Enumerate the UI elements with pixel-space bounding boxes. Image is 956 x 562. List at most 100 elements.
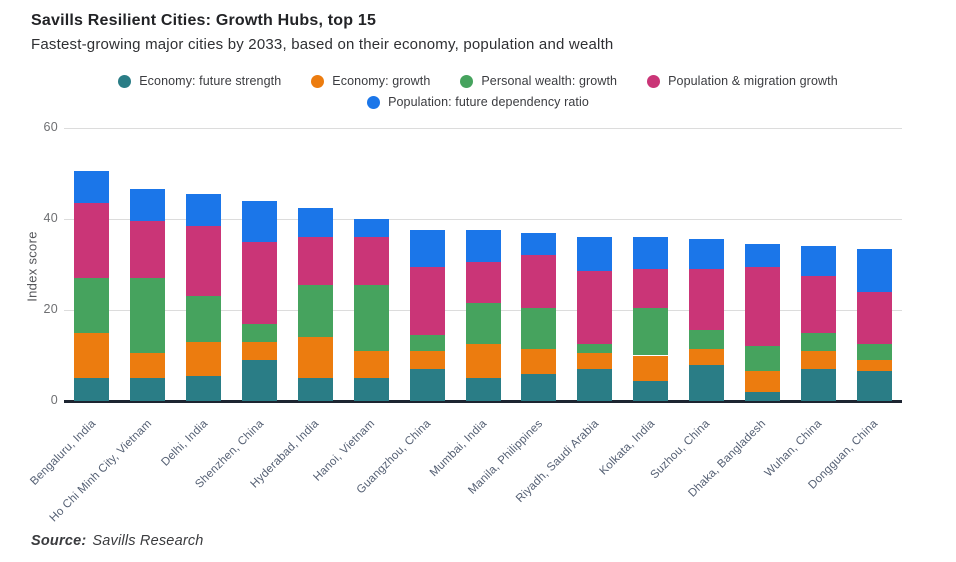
bar-segment[interactable] [465,303,501,345]
bar-segment[interactable] [186,193,222,226]
bar-segment[interactable] [186,296,222,342]
bar-segment[interactable] [130,353,166,379]
bar-segment[interactable] [353,378,389,401]
bar-segment[interactable] [688,364,724,401]
bar-segment[interactable] [521,255,557,308]
chart-subtitle: Fastest-growing major cities by 2033, ba… [31,36,614,53]
bar-segment[interactable] [521,232,557,256]
bar-segment[interactable] [577,237,613,272]
bar-segment[interactable] [242,241,278,324]
legend-swatch-icon [647,74,661,88]
bar-segment[interactable] [186,375,222,401]
legend-item[interactable]: Economy: growth [311,74,430,88]
x-axis-label: Guangzhou, China [354,417,434,497]
legend-item[interactable]: Population & migration growth [647,74,838,88]
bar-segment[interactable] [130,378,166,401]
bar-segment[interactable] [633,269,669,308]
x-axis-line [64,400,902,403]
bar-segment[interactable] [409,266,445,336]
bar-segment[interactable] [297,207,333,238]
bar-segment[interactable] [688,330,724,349]
legend-swatch-icon [118,74,132,88]
bar-segment[interactable] [242,323,278,342]
bar-segment[interactable] [130,221,166,279]
bar-segment[interactable] [800,275,836,333]
bar-segment[interactable] [353,219,389,238]
bar-segment[interactable] [297,237,333,285]
legend-item[interactable]: Population: future dependency ratio [367,95,589,109]
bar-segment[interactable] [800,246,836,276]
bar-segment[interactable] [242,360,278,401]
legend-item[interactable]: Economy: future strength [118,74,281,88]
bar-segment[interactable] [74,171,110,204]
chart-header: Savills Resilient Cities: Growth Hubs, t… [31,12,613,53]
x-axis-label: Ho Chi Minh City, Vietnam [47,417,155,525]
x-axis-label: Wuhan, China [762,417,825,480]
bar-segment[interactable] [186,225,222,297]
bar-segment[interactable] [353,350,389,379]
bar-segment[interactable] [521,307,557,349]
bar-segment[interactable] [633,307,669,356]
bar-segment[interactable] [297,284,333,338]
bar-segment[interactable] [409,335,445,351]
bar-segment[interactable] [186,341,222,376]
bar-segment[interactable] [633,355,669,381]
bar-segment[interactable] [800,350,836,370]
bar-segment[interactable] [242,341,278,361]
bar-segment[interactable] [744,371,780,392]
bar-segment[interactable] [242,200,278,242]
bar-segment[interactable] [130,278,166,354]
legend-row-top: Economy: future strength Economy: growth P… [118,74,838,88]
legend-item-label: Population & migration growth [668,74,838,88]
legend-item-label: Economy: growth [332,74,431,88]
bar-segment[interactable] [856,371,892,401]
bar-segment[interactable] [74,378,110,401]
bar-segment[interactable] [465,262,501,304]
bar-segment[interactable] [577,353,613,370]
bar-segment[interactable] [744,244,780,267]
bar-segment[interactable] [633,237,669,270]
bar-segment[interactable] [409,230,445,267]
y-tick-label: 40 [43,211,58,225]
bar-segment[interactable] [130,189,166,222]
bar-segment[interactable] [409,350,445,370]
bar-segment[interactable] [577,344,613,354]
bar-segment[interactable] [521,348,557,374]
bar-segment[interactable] [633,380,669,401]
bar-segment[interactable] [856,248,892,292]
bar-segment[interactable] [74,203,110,279]
bar-segment[interactable] [856,360,892,372]
legend-swatch-icon [311,74,325,88]
bar-segment[interactable] [74,278,110,333]
legend-item[interactable]: Personal wealth: growth [460,74,617,88]
bar-segment[interactable] [353,284,389,351]
bar-segment[interactable] [744,346,780,372]
bar-segment[interactable] [577,271,613,345]
bar-segment[interactable] [465,378,501,401]
bar-segment[interactable] [521,373,557,401]
bar-segment[interactable] [800,332,836,351]
bar-segment[interactable] [688,348,724,365]
bar-segment[interactable] [353,237,389,285]
x-axis-label: Riyadh, Saudi Arabia [513,417,601,506]
bar-segment[interactable] [744,266,780,347]
bar-segment[interactable] [74,332,110,379]
bar-segment[interactable] [297,337,333,379]
gridline [64,219,902,220]
x-axis-label: Suzhou, China [649,417,713,482]
bar-segment[interactable] [577,369,613,401]
bar-segment[interactable] [688,269,724,331]
source-note: Source: Savills Research [31,533,204,549]
bar-segment[interactable] [297,378,333,401]
bar-segment[interactable] [409,369,445,401]
bar-segment[interactable] [688,239,724,270]
bar-segment[interactable] [856,344,892,361]
bar-segment[interactable] [465,230,501,263]
y-tick-label: 60 [43,120,58,134]
bar-segment[interactable] [744,391,780,401]
source-label: Source: [31,533,87,549]
bar-segment[interactable] [856,291,892,345]
bar-segment[interactable] [465,344,501,379]
bar-segment[interactable] [800,369,836,401]
